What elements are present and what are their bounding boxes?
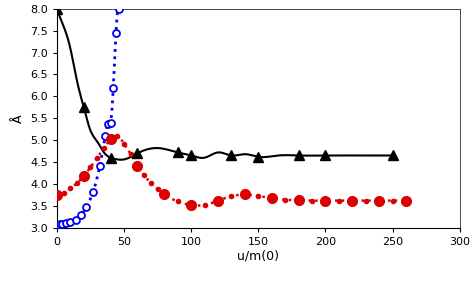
Y-axis label: Å: Å <box>11 114 25 123</box>
X-axis label: u/m(0): u/m(0) <box>237 250 279 263</box>
Legend: 3.1, 3.8, 8.0: 3.1, 3.8, 8.0 <box>98 291 298 292</box>
